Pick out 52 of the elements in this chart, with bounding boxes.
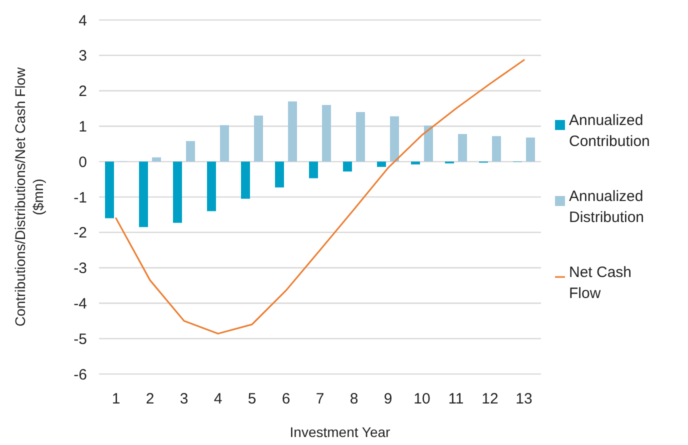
y-tick-label: -6 (74, 366, 87, 384)
y-tick-label: 3 (78, 48, 87, 65)
y-tick-label: -3 (74, 260, 87, 278)
bar (526, 138, 535, 162)
x-tick-label: 5 (248, 390, 256, 408)
x-tick-label: 2 (146, 390, 154, 408)
bar (411, 162, 420, 164)
y-tick-label: 4 (78, 12, 87, 30)
bar (254, 116, 263, 162)
x-axis-title: Investment Year (290, 424, 391, 440)
bar (424, 125, 433, 162)
bar (186, 141, 195, 162)
y-tick-label: -4 (74, 295, 87, 312)
bar (275, 162, 284, 188)
bar (492, 136, 501, 162)
line-series (115, 59, 525, 334)
x-tick-label: 13 (516, 390, 532, 408)
bar (343, 162, 352, 172)
x-tick-label: 3 (180, 390, 188, 408)
bar (322, 104, 331, 162)
y-tick-label: 1 (78, 118, 87, 136)
x-tick-label: 7 (316, 390, 324, 408)
bar (152, 157, 161, 162)
y-tick-label: 0 (78, 154, 87, 171)
bar (356, 112, 365, 162)
y-tick-label: -1 (74, 189, 87, 206)
bar (458, 134, 467, 162)
legend-label: Net Cash Flow (569, 264, 632, 302)
x-tick-label: 1 (112, 390, 120, 408)
bar (207, 162, 216, 212)
y-axis-title: Contributions/Distributions/Net Cash Flow ($mn) (12, 66, 46, 327)
x-tick-label: 9 (384, 390, 392, 408)
x-tick-label: 6 (282, 390, 290, 408)
bar (309, 162, 318, 178)
bar (288, 101, 297, 162)
y-tick-label: -2 (74, 224, 87, 242)
bar (139, 162, 148, 228)
bar (220, 125, 229, 162)
x-tick-label: 4 (214, 390, 222, 408)
x-tick-label: 12 (482, 390, 498, 408)
y-tick-label: -5 (74, 330, 87, 348)
bar (105, 162, 114, 218)
bar (173, 162, 182, 223)
x-tick-label: 11 (448, 390, 464, 408)
bar (241, 162, 250, 199)
legend-label: Annualized Distribution (569, 188, 644, 226)
x-tick-label: 8 (350, 390, 358, 408)
legend-label: Annualized Contribution (569, 112, 650, 150)
y-tick-label: 2 (78, 83, 87, 100)
bar (390, 116, 399, 162)
x-tick-label: 10 (414, 390, 430, 408)
bar (377, 162, 386, 167)
